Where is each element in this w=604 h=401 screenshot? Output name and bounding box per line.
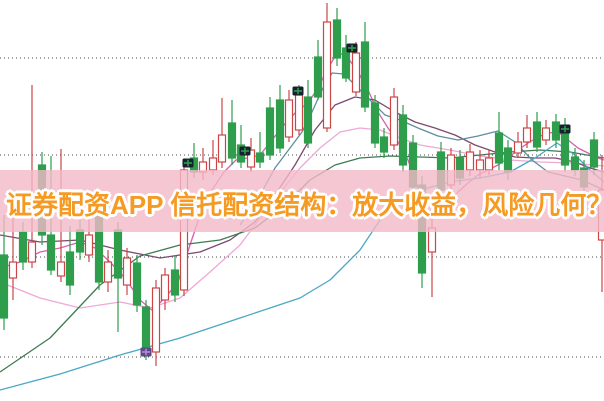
candle-down-filled (551, 121, 561, 141)
candle-up-hollow (351, 52, 361, 93)
candle-down-filled (46, 234, 56, 271)
ma-dark-green (0, 149, 604, 373)
candle-up-hollow (475, 159, 485, 171)
candle-down-filled (65, 251, 75, 286)
candle-down-filled (398, 114, 408, 166)
candle-down-filled (360, 41, 370, 108)
candle-down-filled (303, 96, 313, 144)
candle-down-filled (227, 122, 237, 159)
ma-long-cyan (0, 142, 604, 391)
candle-down-filled (532, 121, 542, 148)
candle-down-filled (94, 211, 104, 283)
candle-down-filled (379, 136, 389, 153)
candle-down-filled (408, 142, 418, 188)
candle-up-hollow (208, 157, 218, 171)
candle-up-hollow (522, 127, 532, 143)
candle-up-hollow (151, 287, 161, 353)
candle-down-filled (18, 231, 28, 263)
candle-down-filled (341, 47, 351, 79)
candle-up-hollow (217, 134, 227, 163)
candle-up-hollow (246, 149, 256, 168)
candle-down-filled (265, 107, 275, 156)
candle-up-hollow (8, 261, 18, 279)
candle-up-hollow (284, 99, 294, 138)
candle-up-hollow (541, 127, 551, 141)
candle-down-filled (332, 19, 342, 59)
candle-up-hollow (198, 161, 208, 173)
candle-down-filled (141, 306, 151, 351)
candle-down-filled (170, 269, 180, 296)
candle-up-hollow (160, 274, 170, 301)
candle-down-filled (589, 139, 599, 168)
candle-up-hollow (122, 257, 132, 286)
candle-down-filled (75, 229, 85, 253)
candle-up-hollow (427, 227, 437, 253)
candle-down-filled (570, 156, 580, 171)
candle-down-filled (503, 147, 513, 173)
headline-text: 证券配资APP 信托配资结构：放大收益，风险几何？ (6, 190, 604, 220)
candle-down-filled (132, 262, 142, 306)
candle-up-hollow (56, 261, 66, 277)
candle-up-hollow (103, 261, 113, 283)
candle-up-hollow (484, 157, 494, 171)
candle-down-filled (0, 254, 9, 319)
candle-down-filled (275, 99, 285, 149)
candle-down-filled (494, 132, 504, 164)
candle-down-filled (370, 102, 380, 144)
candle-down-filled (255, 152, 265, 163)
candle-up-hollow (513, 141, 523, 154)
candle-up-hollow (465, 151, 475, 171)
candle-up-hollow (294, 94, 304, 131)
candle-up-hollow (389, 96, 399, 146)
candle-up-hollow (322, 21, 332, 129)
candle-down-filled (113, 229, 123, 279)
candle-up-hollow (446, 154, 456, 186)
candle-up-hollow (27, 241, 37, 263)
candle-down-filled (455, 157, 465, 179)
candle-down-filled (313, 56, 323, 98)
candle-down-filled (560, 132, 570, 166)
candle-up-hollow (84, 234, 94, 256)
